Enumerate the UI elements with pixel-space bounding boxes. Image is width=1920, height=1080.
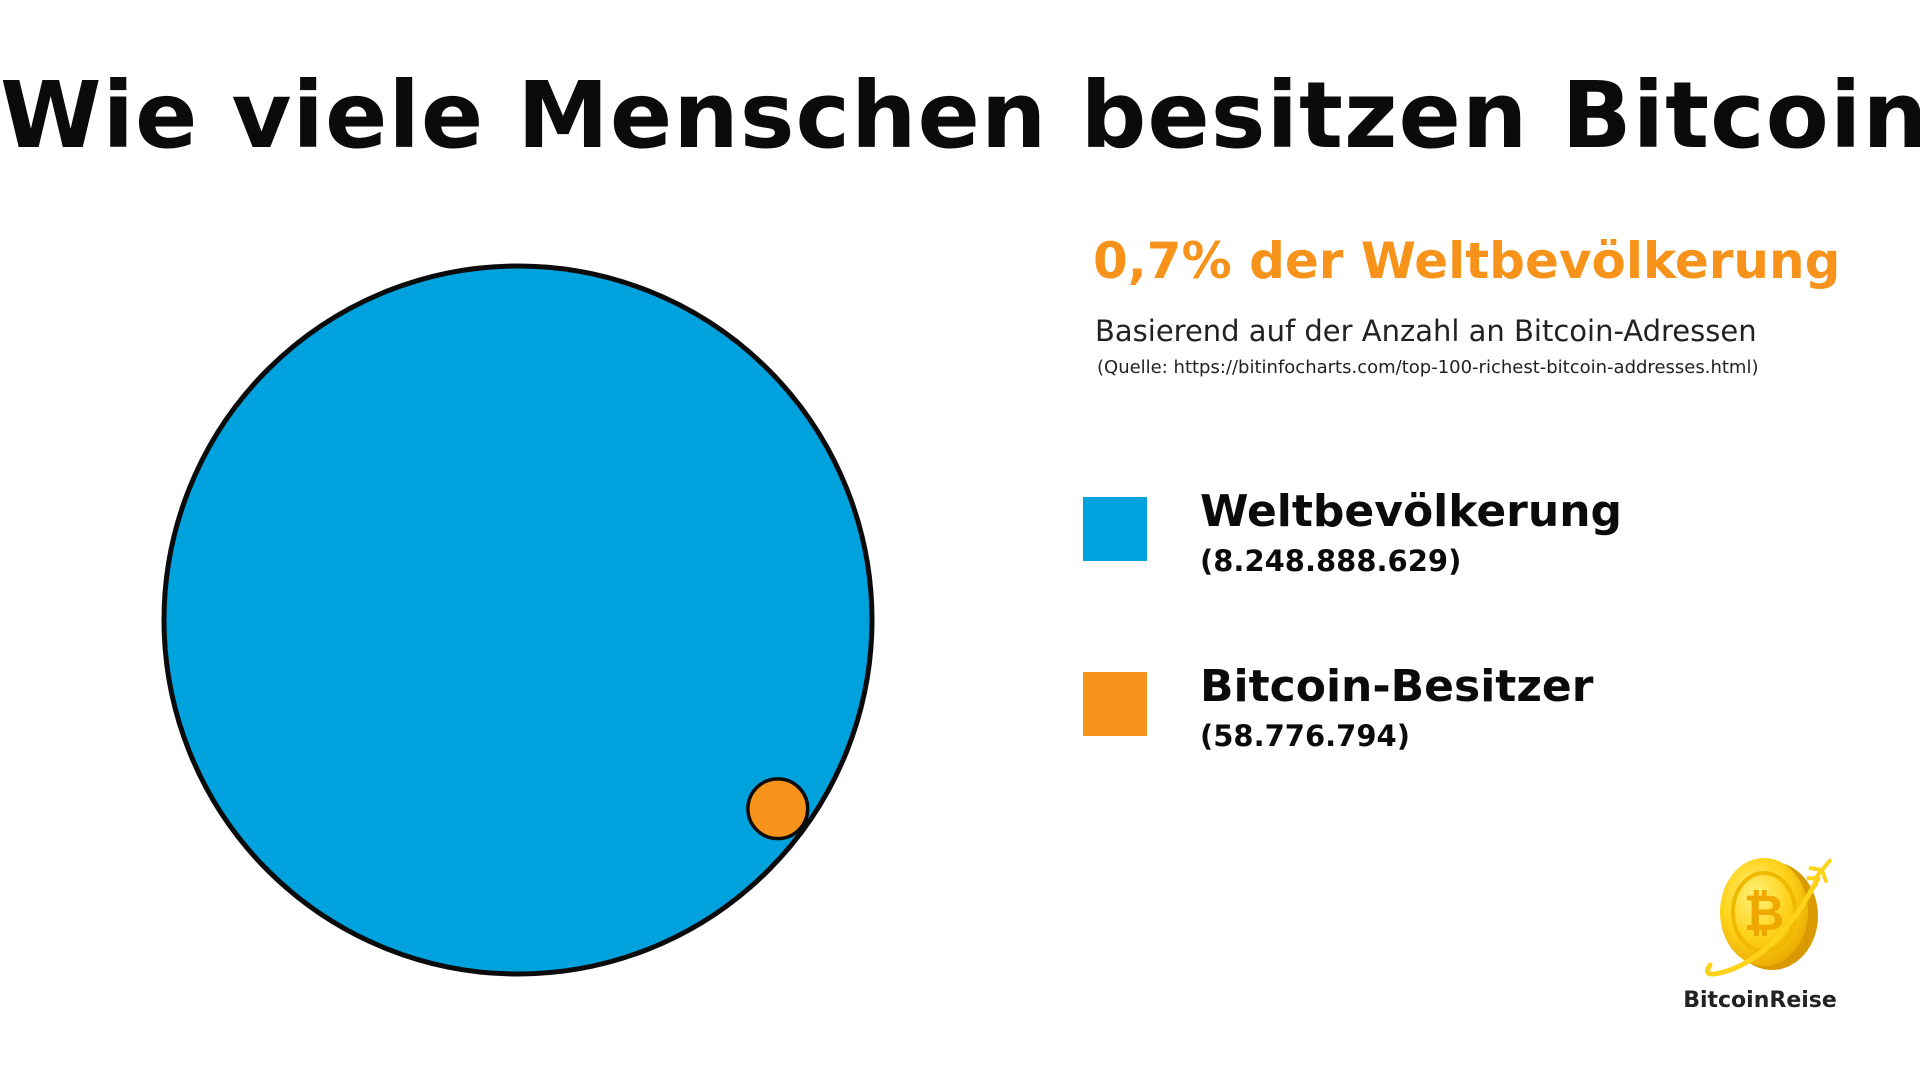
legend-label-bitcoin: Bitcoin-Besitzer: [1200, 661, 1594, 712]
legend-label-world: Weltbevölkerung: [1200, 486, 1623, 537]
legend-item-bitcoin-owners: Bitcoin-Besitzer (58.776.794): [1083, 661, 1783, 781]
legend-item-world-population: Weltbevölkerung (8.248.888.629): [1083, 486, 1783, 606]
bitcoin-owners-circle: [746, 777, 810, 841]
bitcoin-symbol: ₿: [1744, 884, 1785, 942]
legend-swatch-bitcoin: [1083, 672, 1147, 736]
brand-name: BitcoinReise: [1683, 988, 1837, 1013]
source-note: (Quelle: https://bitinfocharts.com/top-1…: [1097, 357, 1759, 378]
percentage-headline: 0,7% der Weltbevölkerung: [1093, 232, 1841, 290]
world-population-circle: [161, 263, 875, 977]
legend-value-bitcoin: (58.776.794): [1200, 719, 1410, 753]
legend-swatch-world: [1083, 497, 1147, 561]
page-title: Wie viele Menschen besitzen Bitcoin?: [0, 62, 1920, 169]
bitcoin-coin-airplane-icon: ₿: [1705, 858, 1832, 977]
legend-value-world: (8.248.888.629): [1200, 544, 1462, 578]
chart-subtitle: Basierend auf der Anzahl an Bitcoin-Adre…: [1095, 314, 1757, 348]
brand-logo: ₿ BitcoinReise: [1660, 840, 1860, 1020]
